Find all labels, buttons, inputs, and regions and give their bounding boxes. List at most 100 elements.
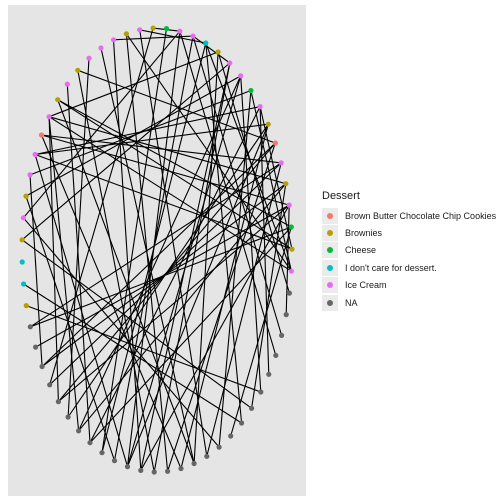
legend-item: NA: [322, 294, 496, 311]
node-point: [203, 40, 209, 46]
node-point: [265, 121, 271, 127]
legend-key-dot: [327, 264, 333, 271]
edge: [112, 39, 142, 471]
node-point: [239, 420, 245, 426]
edge: [29, 89, 252, 176]
legend-item-label: NA: [345, 297, 358, 308]
legend-key-box: [322, 294, 338, 311]
edge: [217, 51, 290, 294]
node-point: [228, 433, 234, 439]
legend: Dessert Brown Butter Chocolate Chip Cook…: [322, 190, 496, 311]
edge: [22, 30, 181, 219]
edge: [192, 35, 283, 336]
node-point: [288, 224, 294, 230]
nodes: [19, 25, 295, 475]
node-point: [151, 469, 157, 475]
node-point: [19, 259, 25, 265]
node-point: [249, 405, 255, 411]
node-point: [19, 237, 25, 243]
legend-key-box: [322, 277, 338, 294]
legend-key-box: [322, 242, 338, 259]
node-point: [86, 55, 92, 61]
node-point: [178, 465, 184, 472]
edge: [48, 116, 80, 431]
node-point: [124, 464, 131, 470]
node-point: [288, 268, 294, 274]
node-point: [64, 81, 70, 87]
edge: [30, 226, 292, 328]
edge: [29, 162, 282, 328]
node-point: [227, 60, 233, 66]
node-point: [278, 160, 284, 166]
legend-item-label: I don't care for dessert.: [345, 262, 437, 273]
edge: [78, 75, 242, 432]
node-point: [123, 31, 129, 37]
node-point: [33, 344, 39, 350]
edge: [22, 217, 220, 448]
node-point: [98, 45, 104, 51]
node-point: [289, 246, 295, 252]
node-point: [76, 428, 82, 434]
edge: [192, 35, 231, 64]
edge: [48, 116, 292, 272]
legend-key-dot: [327, 299, 333, 306]
node-point: [283, 181, 289, 187]
edge: [167, 142, 276, 472]
node-point: [23, 193, 29, 199]
legend-item: I don't care for dessert.: [322, 259, 496, 276]
node-point: [99, 450, 105, 456]
edge: [153, 62, 231, 473]
edge: [49, 27, 154, 385]
node-point: [248, 87, 254, 94]
legend-item: Brown Butter Chocolate Chip Cookies: [322, 207, 496, 224]
legend-item-label: Ice Cream: [345, 280, 387, 291]
node-point: [273, 352, 279, 358]
edges: [21, 27, 293, 473]
node-point: [266, 371, 272, 377]
node-point: [163, 26, 170, 32]
edge: [67, 58, 90, 418]
node-point: [150, 25, 156, 31]
legend-key-box: [322, 207, 338, 224]
edge: [57, 99, 293, 250]
edge: [179, 31, 277, 356]
node-point: [272, 140, 278, 146]
legend-key-box: [322, 225, 338, 242]
node-point: [38, 132, 45, 138]
legend-keys: Brown Butter Chocolate Chip Cookies Brown…: [322, 207, 496, 311]
node-point: [258, 389, 264, 395]
edge: [34, 153, 293, 250]
node-point: [165, 468, 171, 474]
node-point: [238, 73, 244, 79]
edge: [140, 62, 231, 471]
edge: [125, 33, 169, 472]
edge: [250, 90, 292, 272]
legend-item: Brownies: [322, 224, 496, 242]
edge: [57, 99, 195, 464]
edge: [57, 99, 292, 228]
edge: [240, 75, 262, 393]
edge: [21, 62, 231, 241]
legend-item-label: Brown Butter Chocolate Chip Cookies: [345, 210, 497, 221]
node-point: [204, 453, 210, 459]
edge: [205, 42, 292, 272]
edge: [25, 75, 241, 197]
node-point: [46, 114, 52, 120]
node-point: [75, 67, 81, 73]
node-point: [283, 312, 289, 318]
node-point: [65, 414, 71, 420]
edge: [21, 239, 252, 409]
node-point: [216, 444, 222, 450]
edge: [285, 205, 290, 315]
edge: [78, 183, 287, 432]
edge: [26, 305, 261, 393]
legend-key-dot: [327, 247, 333, 254]
legend-key-dot: [327, 212, 333, 219]
node-point: [20, 215, 26, 221]
node-point: [138, 467, 144, 473]
edge: [218, 90, 252, 448]
node-point: [191, 460, 197, 467]
edge: [259, 106, 293, 250]
legend-item: Cheese: [322, 242, 496, 259]
